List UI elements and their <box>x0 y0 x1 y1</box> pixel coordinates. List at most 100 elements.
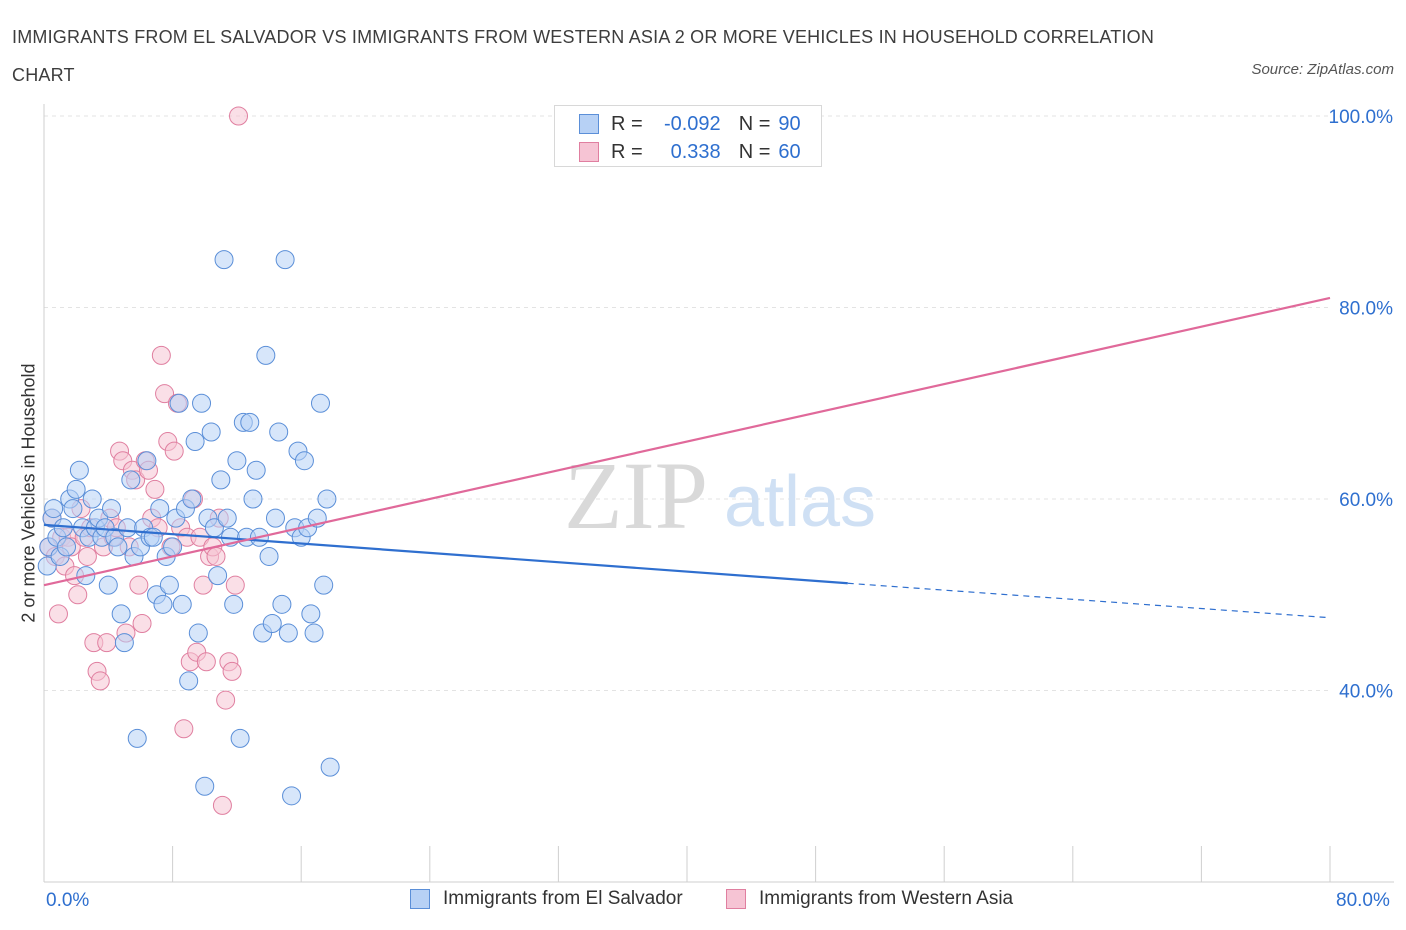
data-point <box>227 451 247 471</box>
data-point <box>320 757 340 777</box>
data-point <box>294 451 314 471</box>
data-point <box>111 604 131 624</box>
data-point <box>66 479 86 499</box>
data-point <box>108 537 128 557</box>
data-point <box>193 575 213 595</box>
data-point <box>172 594 192 614</box>
trend-line-western-asia <box>43 296 1331 587</box>
data-point <box>44 499 64 519</box>
data-point <box>269 422 289 442</box>
data-point <box>114 633 134 653</box>
data-point <box>192 393 212 413</box>
data-point <box>57 537 77 557</box>
y-tick-label: 80.0% <box>1339 299 1393 320</box>
watermark-zip: ZIP <box>564 442 708 549</box>
trend-lines <box>43 296 1331 619</box>
legend-swatch-blue <box>579 114 599 134</box>
data-point <box>179 671 199 691</box>
data-point <box>262 613 282 633</box>
data-point <box>127 728 147 748</box>
x-tick-max: 80.0% <box>1336 890 1390 911</box>
data-point <box>185 432 205 452</box>
legend-swatch-pink <box>579 142 599 162</box>
data-point <box>282 786 302 806</box>
x-tick-min: 0.0% <box>46 890 90 911</box>
data-point <box>229 106 249 126</box>
data-point <box>155 384 175 404</box>
legend-n-label: N = <box>738 140 771 163</box>
data-point <box>98 575 118 595</box>
data-point <box>222 661 242 681</box>
data-point <box>69 460 89 480</box>
data-point <box>265 508 285 528</box>
data-point <box>63 499 83 519</box>
legend-swatch-pink <box>726 889 746 909</box>
data-point <box>272 594 292 614</box>
data-point <box>224 594 244 614</box>
legend-n-value: 60 <box>778 140 801 163</box>
legend-n-label: N = <box>738 112 771 135</box>
legend-label: Immigrants from El Salvador <box>443 888 683 909</box>
data-point <box>225 575 245 595</box>
data-point <box>214 250 234 270</box>
data-point <box>129 575 149 595</box>
y-tick-label: 60.0% <box>1339 490 1393 511</box>
axes <box>43 104 1394 883</box>
data-point <box>150 499 170 519</box>
watermark-atlas: atlas <box>724 462 876 542</box>
y-tick-labels: 40.0% 60.0% 80.0% 100.0% <box>1329 107 1394 703</box>
y-tick-label: 40.0% <box>1339 682 1393 703</box>
data-point <box>102 499 122 519</box>
data-point <box>151 345 171 365</box>
chart-title: IMMIGRANTS FROM EL SALVADOR VS IMMIGRANT… <box>12 27 1155 85</box>
data-point <box>37 556 57 576</box>
data-point <box>90 671 110 691</box>
data-point <box>212 795 232 815</box>
data-point <box>314 575 334 595</box>
legend-label: Immigrants from Western Asia <box>759 888 1014 909</box>
data-point <box>246 460 266 480</box>
data-point <box>275 250 295 270</box>
data-point <box>278 623 298 643</box>
legend-r-label: R = <box>611 140 643 163</box>
data-point <box>304 623 324 643</box>
data-point <box>182 489 202 509</box>
data-point <box>163 537 183 557</box>
data-point <box>118 518 138 538</box>
data-point <box>174 719 194 739</box>
data-point <box>317 489 337 509</box>
data-point <box>132 613 152 633</box>
y-tick-label: 100.0% <box>1329 107 1394 128</box>
data-point <box>137 451 157 471</box>
correlation-legend: R = -0.092 N = 90 R = 0.338 N = 60 <box>554 105 822 167</box>
data-point <box>240 412 260 432</box>
data-point <box>48 604 68 624</box>
data-point <box>153 594 173 614</box>
legend-r-value: -0.092 <box>663 112 721 135</box>
data-point <box>310 393 330 413</box>
legend-swatch-blue <box>410 889 430 909</box>
legend-n-value: 90 <box>778 112 801 135</box>
data-point <box>206 546 226 566</box>
data-point <box>230 728 250 748</box>
bottom-legend-el-salvador: Immigrants from El Salvador <box>410 888 683 910</box>
data-point <box>97 633 117 653</box>
bottom-legend-western-asia: Immigrants from Western Asia <box>726 888 1013 910</box>
source-label: Source: ZipAtlas.com <box>1251 61 1394 78</box>
data-point <box>159 575 179 595</box>
data-point <box>121 470 141 490</box>
legend-r-value: 0.338 <box>670 140 721 163</box>
data-point <box>216 690 236 710</box>
data-point <box>301 604 321 624</box>
data-point <box>145 479 165 499</box>
data-point <box>259 546 279 566</box>
data-point <box>188 623 208 643</box>
legend-row-el-salvador: R = -0.092 N = 90 <box>579 109 801 139</box>
data-point <box>143 527 163 547</box>
data-point <box>201 422 221 442</box>
data-point <box>68 585 88 605</box>
trend-line-el-salvador-extension <box>847 582 1331 619</box>
data-point <box>195 776 215 796</box>
data-point <box>243 489 263 509</box>
